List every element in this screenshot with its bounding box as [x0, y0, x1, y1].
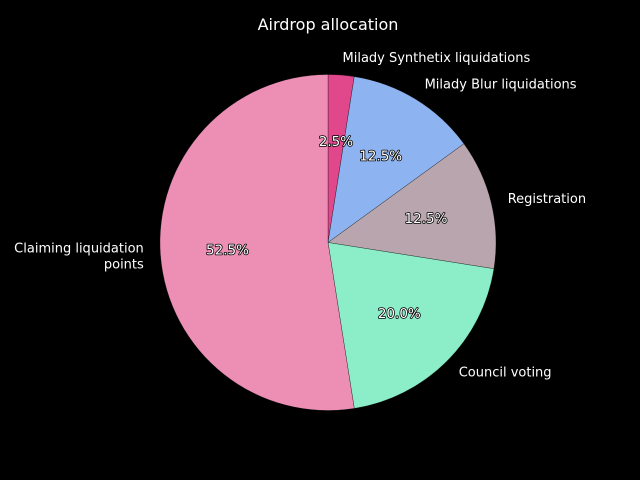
pct-label-milady-synthetix-liquidations: 2.5%: [319, 134, 353, 150]
slice-label-milady-blur-liquidations: Milady Blur liquidations: [425, 77, 577, 92]
slice-label-milady-synthetix-liquidations: Milady Synthetix liquidations: [343, 51, 531, 66]
pct-label-milady-blur-liquidations: 12.5%: [359, 149, 402, 165]
pct-label-claiming-liquidation-points: 52.5%: [206, 242, 249, 258]
labels-layer: 2.5% Milady Synthetix liquidations 12.5% Mi…: [14, 51, 586, 381]
pie-slice-registration: [327, 143, 497, 269]
chart-title: Airdrop allocation: [258, 15, 399, 34]
slice-label-registration: Registration: [508, 192, 586, 207]
pie-slice-council-voting: [327, 242, 495, 409]
pie-slice-claiming-liquidation-points: [159, 74, 355, 411]
pie-slice-milady-blur-liquidations: [327, 76, 465, 243]
slice-label-council-voting: Council voting: [459, 366, 552, 381]
slices-layer: [159, 74, 497, 411]
slice-label-claiming-liquidation-points: Claiming liquidation points: [14, 242, 144, 273]
pct-label-council-voting: 20.0%: [378, 306, 421, 322]
pct-label-registration: 12.5%: [405, 211, 448, 227]
